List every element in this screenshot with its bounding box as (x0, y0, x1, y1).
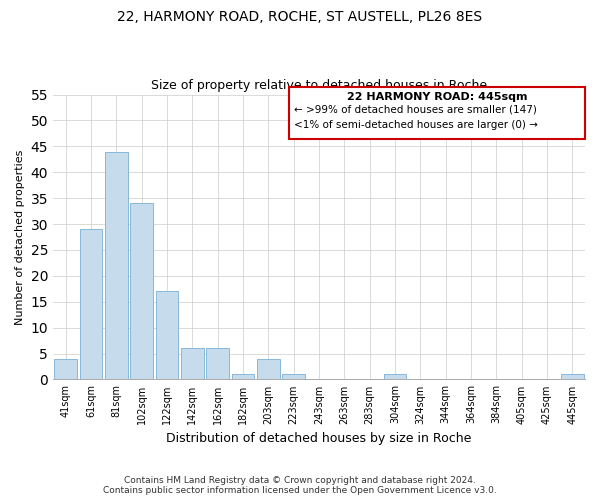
Text: ← >99% of detached houses are smaller (147): ← >99% of detached houses are smaller (1… (293, 105, 536, 115)
Bar (561, 374, 584, 380)
Bar (155, 292, 178, 380)
Bar (282, 374, 305, 380)
Bar (105, 152, 128, 380)
Text: 22 HARMONY ROAD: 445sqm: 22 HARMONY ROAD: 445sqm (347, 92, 527, 102)
X-axis label: Distribution of detached houses by size in Roche: Distribution of detached houses by size … (166, 432, 472, 445)
Y-axis label: Number of detached properties: Number of detached properties (15, 150, 25, 324)
Title: Size of property relative to detached houses in Roche: Size of property relative to detached ho… (151, 79, 487, 92)
Text: 22, HARMONY ROAD, ROCHE, ST AUSTELL, PL26 8ES: 22, HARMONY ROAD, ROCHE, ST AUSTELL, PL2… (118, 10, 482, 24)
Bar (206, 348, 229, 380)
FancyBboxPatch shape (289, 87, 585, 139)
Bar (232, 374, 254, 380)
Bar (55, 358, 77, 380)
Bar (80, 229, 103, 380)
Text: <1% of semi-detached houses are larger (0) →: <1% of semi-detached houses are larger (… (293, 120, 538, 130)
Text: Contains HM Land Registry data © Crown copyright and database right 2024.
Contai: Contains HM Land Registry data © Crown c… (103, 476, 497, 495)
Bar (257, 358, 280, 380)
Bar (181, 348, 204, 380)
Bar (383, 374, 406, 380)
Bar (130, 204, 153, 380)
